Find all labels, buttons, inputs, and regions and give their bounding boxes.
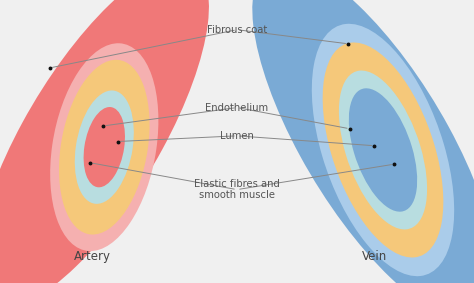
Text: Fibrous coat: Fibrous coat [207,25,267,35]
Ellipse shape [312,24,454,276]
Ellipse shape [50,43,158,251]
Text: Endothelium: Endothelium [205,102,269,113]
Ellipse shape [349,88,417,212]
Text: Lumen: Lumen [220,131,254,141]
Ellipse shape [252,0,474,283]
Text: Vein: Vein [362,250,387,263]
Ellipse shape [0,0,209,283]
Text: Artery: Artery [74,250,111,263]
Ellipse shape [75,91,134,204]
Ellipse shape [323,42,443,258]
Ellipse shape [59,60,150,235]
Text: Elastic fibres and
smooth muscle: Elastic fibres and smooth muscle [194,179,280,200]
Ellipse shape [83,107,125,187]
Ellipse shape [339,70,427,230]
